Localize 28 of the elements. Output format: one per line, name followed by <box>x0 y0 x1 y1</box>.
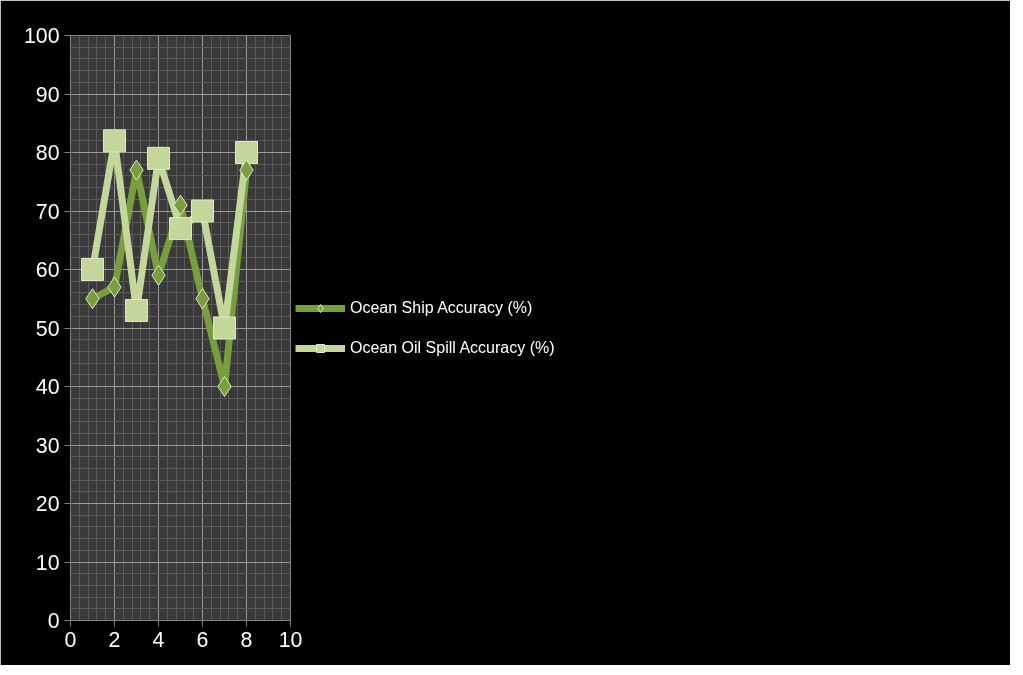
point <box>191 199 214 223</box>
point <box>81 258 104 281</box>
point <box>217 376 232 397</box>
y-tick-label: 20 <box>35 492 60 516</box>
x-tick-label: 8 <box>240 627 253 652</box>
point <box>103 129 126 153</box>
y-tick-label: 100 <box>23 24 60 48</box>
y-tick-label: 50 <box>35 316 60 341</box>
y-tick-label: 70 <box>35 199 60 224</box>
y-tick-label: 10 <box>35 550 60 575</box>
x-tick-label: 4 <box>152 627 165 652</box>
point <box>147 146 170 170</box>
x-tick-label: 2 <box>108 627 121 652</box>
point <box>125 298 148 322</box>
y-tick-label: 80 <box>35 141 60 165</box>
y-tick-label: 40 <box>35 375 60 399</box>
y-tick-label: 60 <box>35 258 60 282</box>
y-tick-label: 90 <box>35 82 60 107</box>
point <box>213 316 236 340</box>
x-tick-label: 6 <box>196 627 209 652</box>
x-tick-label: 0 <box>64 627 77 652</box>
x-tick-label: 10 <box>278 627 303 652</box>
legend-label: Ocean Oil Spill Accuracy (%) <box>350 338 555 357</box>
legend-label: Ocean Ship Accuracy (%) <box>350 298 533 317</box>
y-tick-label: 0 <box>47 609 60 633</box>
point <box>235 141 258 164</box>
point <box>169 217 192 241</box>
y-tick-label: 30 <box>35 433 60 458</box>
